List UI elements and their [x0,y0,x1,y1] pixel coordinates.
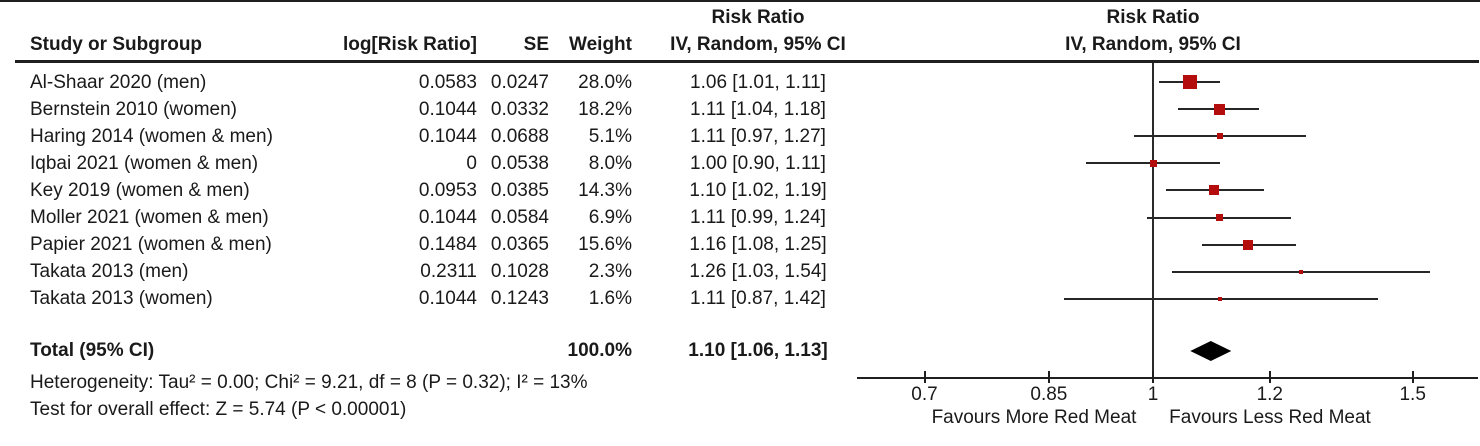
weight-value: 15.6% [578,234,632,255]
top-border-line [0,0,1480,2]
axis-tick-label: 1.5 [1399,384,1426,405]
null-effect-line [1152,63,1154,379]
header-ci-column: IV, Random, 95% CI [670,34,846,55]
log-risk-ratio-value: 0.2311 [420,261,477,282]
total-ci-text: 1.10 [1.06, 1.13] [688,340,828,361]
ci-text: 1.26 [1.03, 1.54] [689,261,827,282]
ci-text: 1.11 [0.87, 1.42] [690,288,826,309]
se-value: 0.1028 [490,261,549,282]
se-value: 0.0538 [490,153,549,174]
se-value: 0.0688 [490,126,549,147]
study-name: Al-Shaar 2020 (men) [30,72,207,93]
study-name: Papier 2021 (women & men) [30,234,272,255]
ci-text: 1.10 [1.02, 1.19] [689,180,827,201]
log-risk-ratio-value: 0 [466,153,477,174]
study-name: Iqbai 2021 (women & men) [30,153,259,174]
axis-tick-label: 0.85 [1030,384,1068,405]
axis-tick-label: 1 [1147,384,1159,405]
axis-tick [923,371,926,383]
ci-text: 1.00 [0.90, 1.11] [690,153,826,174]
header-weight: Weight [569,34,632,55]
ci-text: 1.11 [1.04, 1.18] [690,99,826,120]
ci-text: 1.16 [1.08, 1.25] [689,234,827,255]
effect-square [1216,214,1224,221]
weight-value: 6.9% [588,207,632,228]
weight-value: 14.3% [578,180,632,201]
weight-value: 2.3% [588,261,632,282]
favours-left-label: Favours More Red Meat [931,407,1137,428]
log-risk-ratio-value: 0.1044 [418,288,477,309]
header-study: Study or Subgroup [30,34,203,55]
study-name: Moller 2021 (women & men) [30,207,269,228]
weight-value: 1.6% [588,288,632,309]
effect-square [1243,239,1254,250]
study-name: Takata 2013 (women) [30,288,213,309]
header-rule [15,60,1479,63]
log-risk-ratio-value: 0.1044 [418,99,477,120]
overall-effect-text: Test for overall effect: Z = 5.74 (P < 0… [30,399,407,420]
effect-column-title: Risk Ratio [711,7,805,28]
total-diamond [1190,341,1232,361]
se-value: 0.0584 [490,207,549,228]
heterogeneity-text: Heterogeneity: Tau² = 0.00; Chi² = 9.21,… [30,372,588,393]
axis-tick [1268,371,1271,383]
weight-value: 28.0% [578,72,632,93]
ci-text: 1.11 [0.99, 1.24] [690,207,826,228]
se-value: 0.1243 [490,288,549,309]
favours-right-label: Favours Less Red Meat [1169,407,1371,428]
log-risk-ratio-value: 0.1044 [418,207,477,228]
x-axis-line [857,377,1478,379]
se-value: 0.0385 [490,180,549,201]
axis-tick [1047,371,1050,383]
study-name: Takata 2013 (men) [30,261,189,282]
effect-square [1299,269,1303,274]
effect-square [1217,296,1222,301]
weight-value: 18.2% [578,99,632,120]
ci-text: 1.11 [0.97, 1.27] [690,126,826,147]
weight-value: 5.1% [588,126,632,147]
log-risk-ratio-value: 0.0583 [418,72,477,93]
effect-square [1209,185,1220,196]
plot-title: Risk Ratio [1106,7,1200,28]
axis-tick-label: 0.7 [911,384,938,405]
se-value: 0.0247 [490,72,549,93]
log-risk-ratio-value: 0.0953 [418,180,477,201]
effect-square [1214,103,1226,115]
ci-text: 1.06 [1.01, 1.11] [690,72,826,93]
study-name: Haring 2014 (women & men) [30,126,273,147]
effect-square [1216,133,1223,140]
study-name: Bernstein 2010 (women) [30,99,237,120]
se-value: 0.0332 [490,99,549,120]
effect-square [1149,159,1157,167]
header-se: SE [523,34,549,55]
log-risk-ratio-value: 0.1484 [418,234,477,255]
header-log-risk-ratio: log[Risk Ratio] [342,34,477,55]
plot-subtitle: IV, Random, 95% CI [1065,34,1241,55]
total-weight: 100.0% [567,340,632,361]
se-value: 0.0365 [490,234,549,255]
total-label: Total (95% CI) [30,340,155,361]
study-name: Key 2019 (women & men) [30,180,250,201]
axis-tick-label: 1.2 [1256,384,1283,405]
log-risk-ratio-value: 0.1044 [418,126,477,147]
axis-tick [1411,371,1414,383]
effect-square [1183,75,1198,89]
axis-tick [1152,371,1154,383]
weight-value: 8.0% [588,153,632,174]
